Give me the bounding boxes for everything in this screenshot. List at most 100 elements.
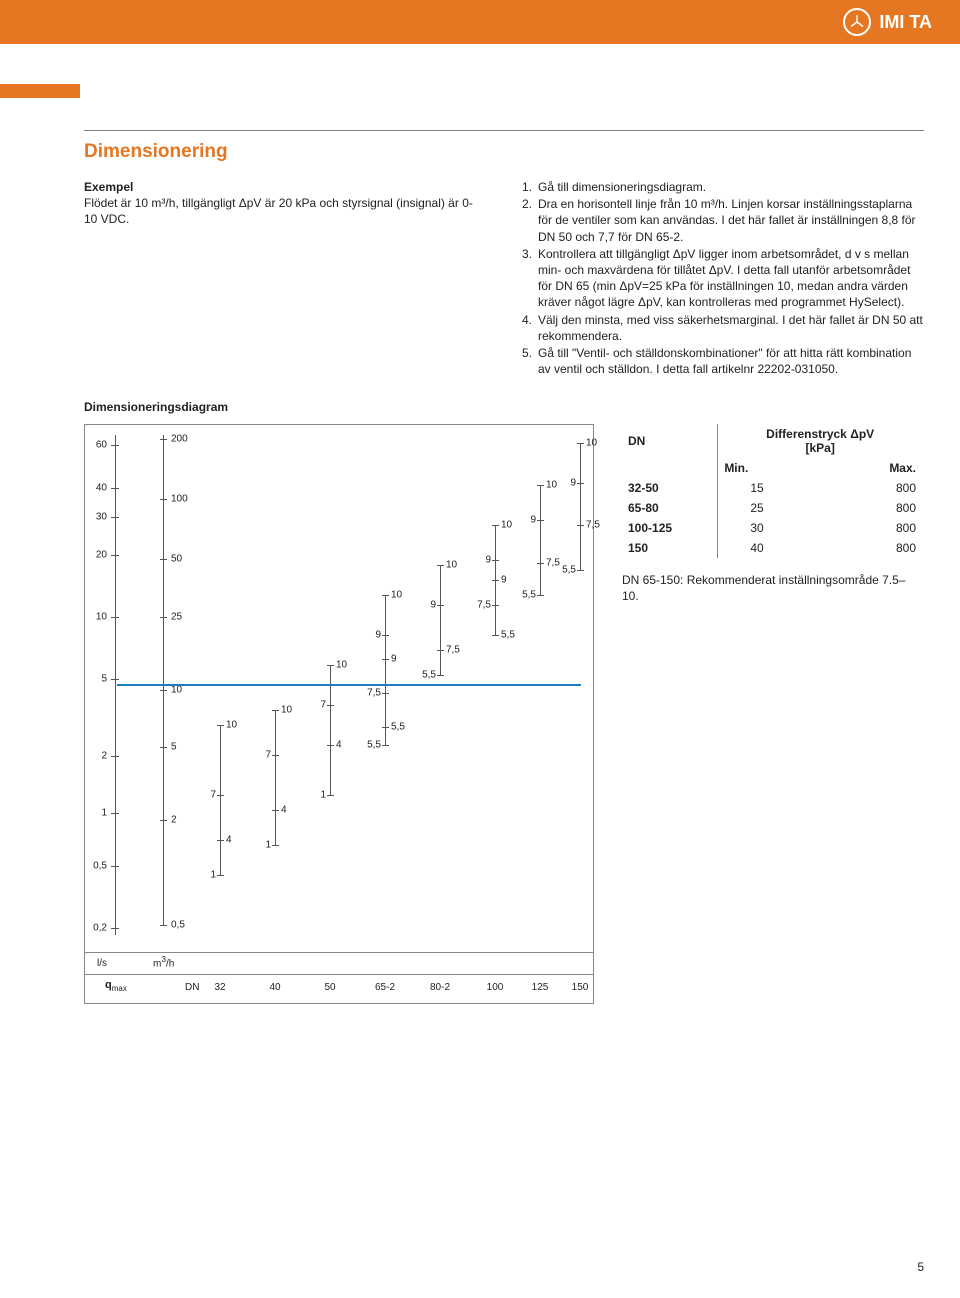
dn-bottom-label: 80-2 — [430, 982, 450, 993]
dn-tick-label: 7,5 — [586, 520, 600, 531]
dn-tick-label: 1 — [198, 870, 216, 881]
y-tick-label: 40 — [96, 482, 107, 493]
dn-tick-label: 5,5 — [501, 630, 515, 641]
qmax-label: qmax — [105, 979, 127, 993]
dn-bottom-label: 32 — [214, 982, 225, 993]
steps-col: 1.Gå till dimensioneringsdiagram.2.Dra e… — [522, 179, 924, 378]
page-content: Dimensionering Exempel Flödet är 10 m³/h… — [84, 130, 924, 1004]
dn-tick-label: 10 — [501, 520, 512, 531]
dn-tick-label: 5,5 — [391, 722, 405, 733]
accent-bar — [0, 84, 80, 98]
dn-tick-label: 10 — [226, 720, 237, 731]
y-tick-label: 10 — [96, 611, 107, 622]
step-item: 1.Gå till dimensioneringsdiagram. — [522, 179, 924, 195]
dn-bottom-label: 125 — [532, 982, 549, 993]
step-item: 5.Gå till "Ventil- och ställdonskombinat… — [522, 345, 924, 377]
rec-note: DN 65-150: Rekommenderat inställningsomr… — [622, 572, 922, 604]
dn-tick-label: 4 — [281, 805, 287, 816]
dn-tick-label: 1 — [253, 840, 271, 851]
example-heading: Exempel — [84, 180, 133, 194]
y-tick-label: 60 — [96, 439, 107, 450]
dn-tick-label: 5,5 — [558, 565, 576, 576]
dn-tick-label: 9 — [418, 600, 436, 611]
page-title: Dimensionering — [84, 141, 924, 163]
step-item: 2.Dra en horisontell linje från 10 m³/h.… — [522, 196, 924, 245]
m3h-tick-label: 2 — [171, 815, 177, 826]
example-text: Flödet är 10 m³/h, tillgängligt ΔpV är 2… — [84, 196, 473, 226]
reference-line — [117, 684, 581, 686]
table-row: 65-8025800 — [622, 498, 922, 518]
dn-tick-label: 9 — [558, 478, 576, 489]
diagram-row: 60 40 30 20 10 5 2 1 0,5 0,2 200 100 50 25 10 5 2 0,5 10 7 4… — [84, 424, 924, 1004]
sizing-diagram: 60 40 30 20 10 5 2 1 0,5 0,2 200 100 50 25 10 5 2 0,5 10 7 4… — [84, 424, 594, 1004]
y-tick-label: 20 — [96, 549, 107, 560]
dn-bottom-label: 50 — [324, 982, 335, 993]
brand-name: IMI TA — [879, 12, 932, 33]
dn-tick-label: 10 — [391, 590, 402, 601]
dn-tick-label: 5,5 — [363, 740, 381, 751]
page-number: 5 — [917, 1260, 924, 1274]
y-tick-label: 30 — [96, 511, 107, 522]
table-row: 100-12530800 — [622, 518, 922, 538]
dn-tick-label: 5,5 — [518, 590, 536, 601]
dn-tick-label: 7,5 — [446, 645, 460, 656]
m3h-tick-label: 100 — [171, 494, 188, 505]
dp-table: DN Differenstryck ΔpV [kPa] Min. Max. 32… — [622, 424, 922, 558]
example-col: Exempel Flödet är 10 m³/h, tillgängligt … — [84, 179, 486, 378]
dn-tick-label: 4 — [336, 740, 342, 751]
side-panel: DN Differenstryck ΔpV [kPa] Min. Max. 32… — [622, 424, 922, 604]
axis-unit-ls: l/s — [97, 958, 107, 969]
table-row: 15040800 — [622, 538, 922, 558]
dn-tick-label: 9 — [391, 654, 397, 665]
m3h-tick-label: 10 — [171, 685, 182, 696]
dn-tick-label: 5,5 — [418, 670, 436, 681]
dn-tick-label: 10 — [281, 705, 292, 716]
y-tick-label: 0,2 — [93, 922, 107, 933]
y-tick-label: 5 — [101, 674, 107, 685]
dn-bottom-label: 40 — [269, 982, 280, 993]
header-bar: IMI TA — [0, 0, 960, 44]
y-tick-label: 0,5 — [93, 860, 107, 871]
intro-columns: Exempel Flödet är 10 m³/h, tillgängligt … — [84, 179, 924, 378]
dn-tick-label: 1 — [308, 790, 326, 801]
dn-tick-label: 10 — [336, 660, 347, 671]
dn-tick-label: 9 — [518, 515, 536, 526]
diagram-heading: Dimensioneringsdiagram — [84, 400, 924, 414]
th-kpa: [kPa] — [805, 441, 834, 455]
dn-tick-label: 7 — [308, 700, 326, 711]
th-diff: Differenstryck ΔpV — [766, 427, 874, 441]
dn-tick-label: 7,5 — [473, 600, 491, 611]
dn-tick-label: 9 — [363, 630, 381, 641]
brand-logo: IMI TA — [843, 8, 932, 36]
dn-axis-label: DN — [185, 982, 199, 993]
dn-tick-label: 7 — [253, 750, 271, 761]
m3h-tick-label: 25 — [171, 612, 182, 623]
divider — [84, 130, 924, 131]
th-min: Min. — [718, 458, 835, 478]
dn-tick-label: 9 — [501, 575, 507, 586]
dn-tick-label: 10 — [586, 438, 597, 449]
step-item: 3.Kontrollera att tillgängligt ΔpV ligge… — [522, 246, 924, 311]
steps-list: 1.Gå till dimensioneringsdiagram.2.Dra e… — [522, 179, 924, 377]
y-tick-label: 2 — [101, 750, 107, 761]
dn-tick-label: 9 — [473, 555, 491, 566]
dn-tick-label: 7 — [198, 790, 216, 801]
logo-icon — [843, 8, 871, 36]
dn-tick-label: 7,5 — [363, 688, 381, 699]
table-row: 32-5015800 — [622, 478, 922, 498]
m3h-tick-label: 50 — [171, 554, 182, 565]
th-max: Max. — [835, 458, 922, 478]
m3h-tick-label: 0,5 — [171, 920, 185, 931]
step-item: 4.Välj den minsta, med viss säkerhetsmar… — [522, 312, 924, 344]
dn-tick-label: 10 — [546, 480, 557, 491]
dn-tick-label: 10 — [446, 560, 457, 571]
m3h-tick-label: 5 — [171, 742, 177, 753]
y-tick-label: 1 — [101, 807, 107, 818]
dn-tick-label: 4 — [226, 835, 232, 846]
th-dn: DN — [622, 424, 718, 458]
dn-bottom-label: 65-2 — [375, 982, 395, 993]
dn-bottom-label: 100 — [487, 982, 504, 993]
dn-bottom-label: 150 — [572, 982, 589, 993]
m3h-tick-label: 200 — [171, 434, 188, 445]
axis-unit-m3h: m3/h — [153, 954, 174, 969]
